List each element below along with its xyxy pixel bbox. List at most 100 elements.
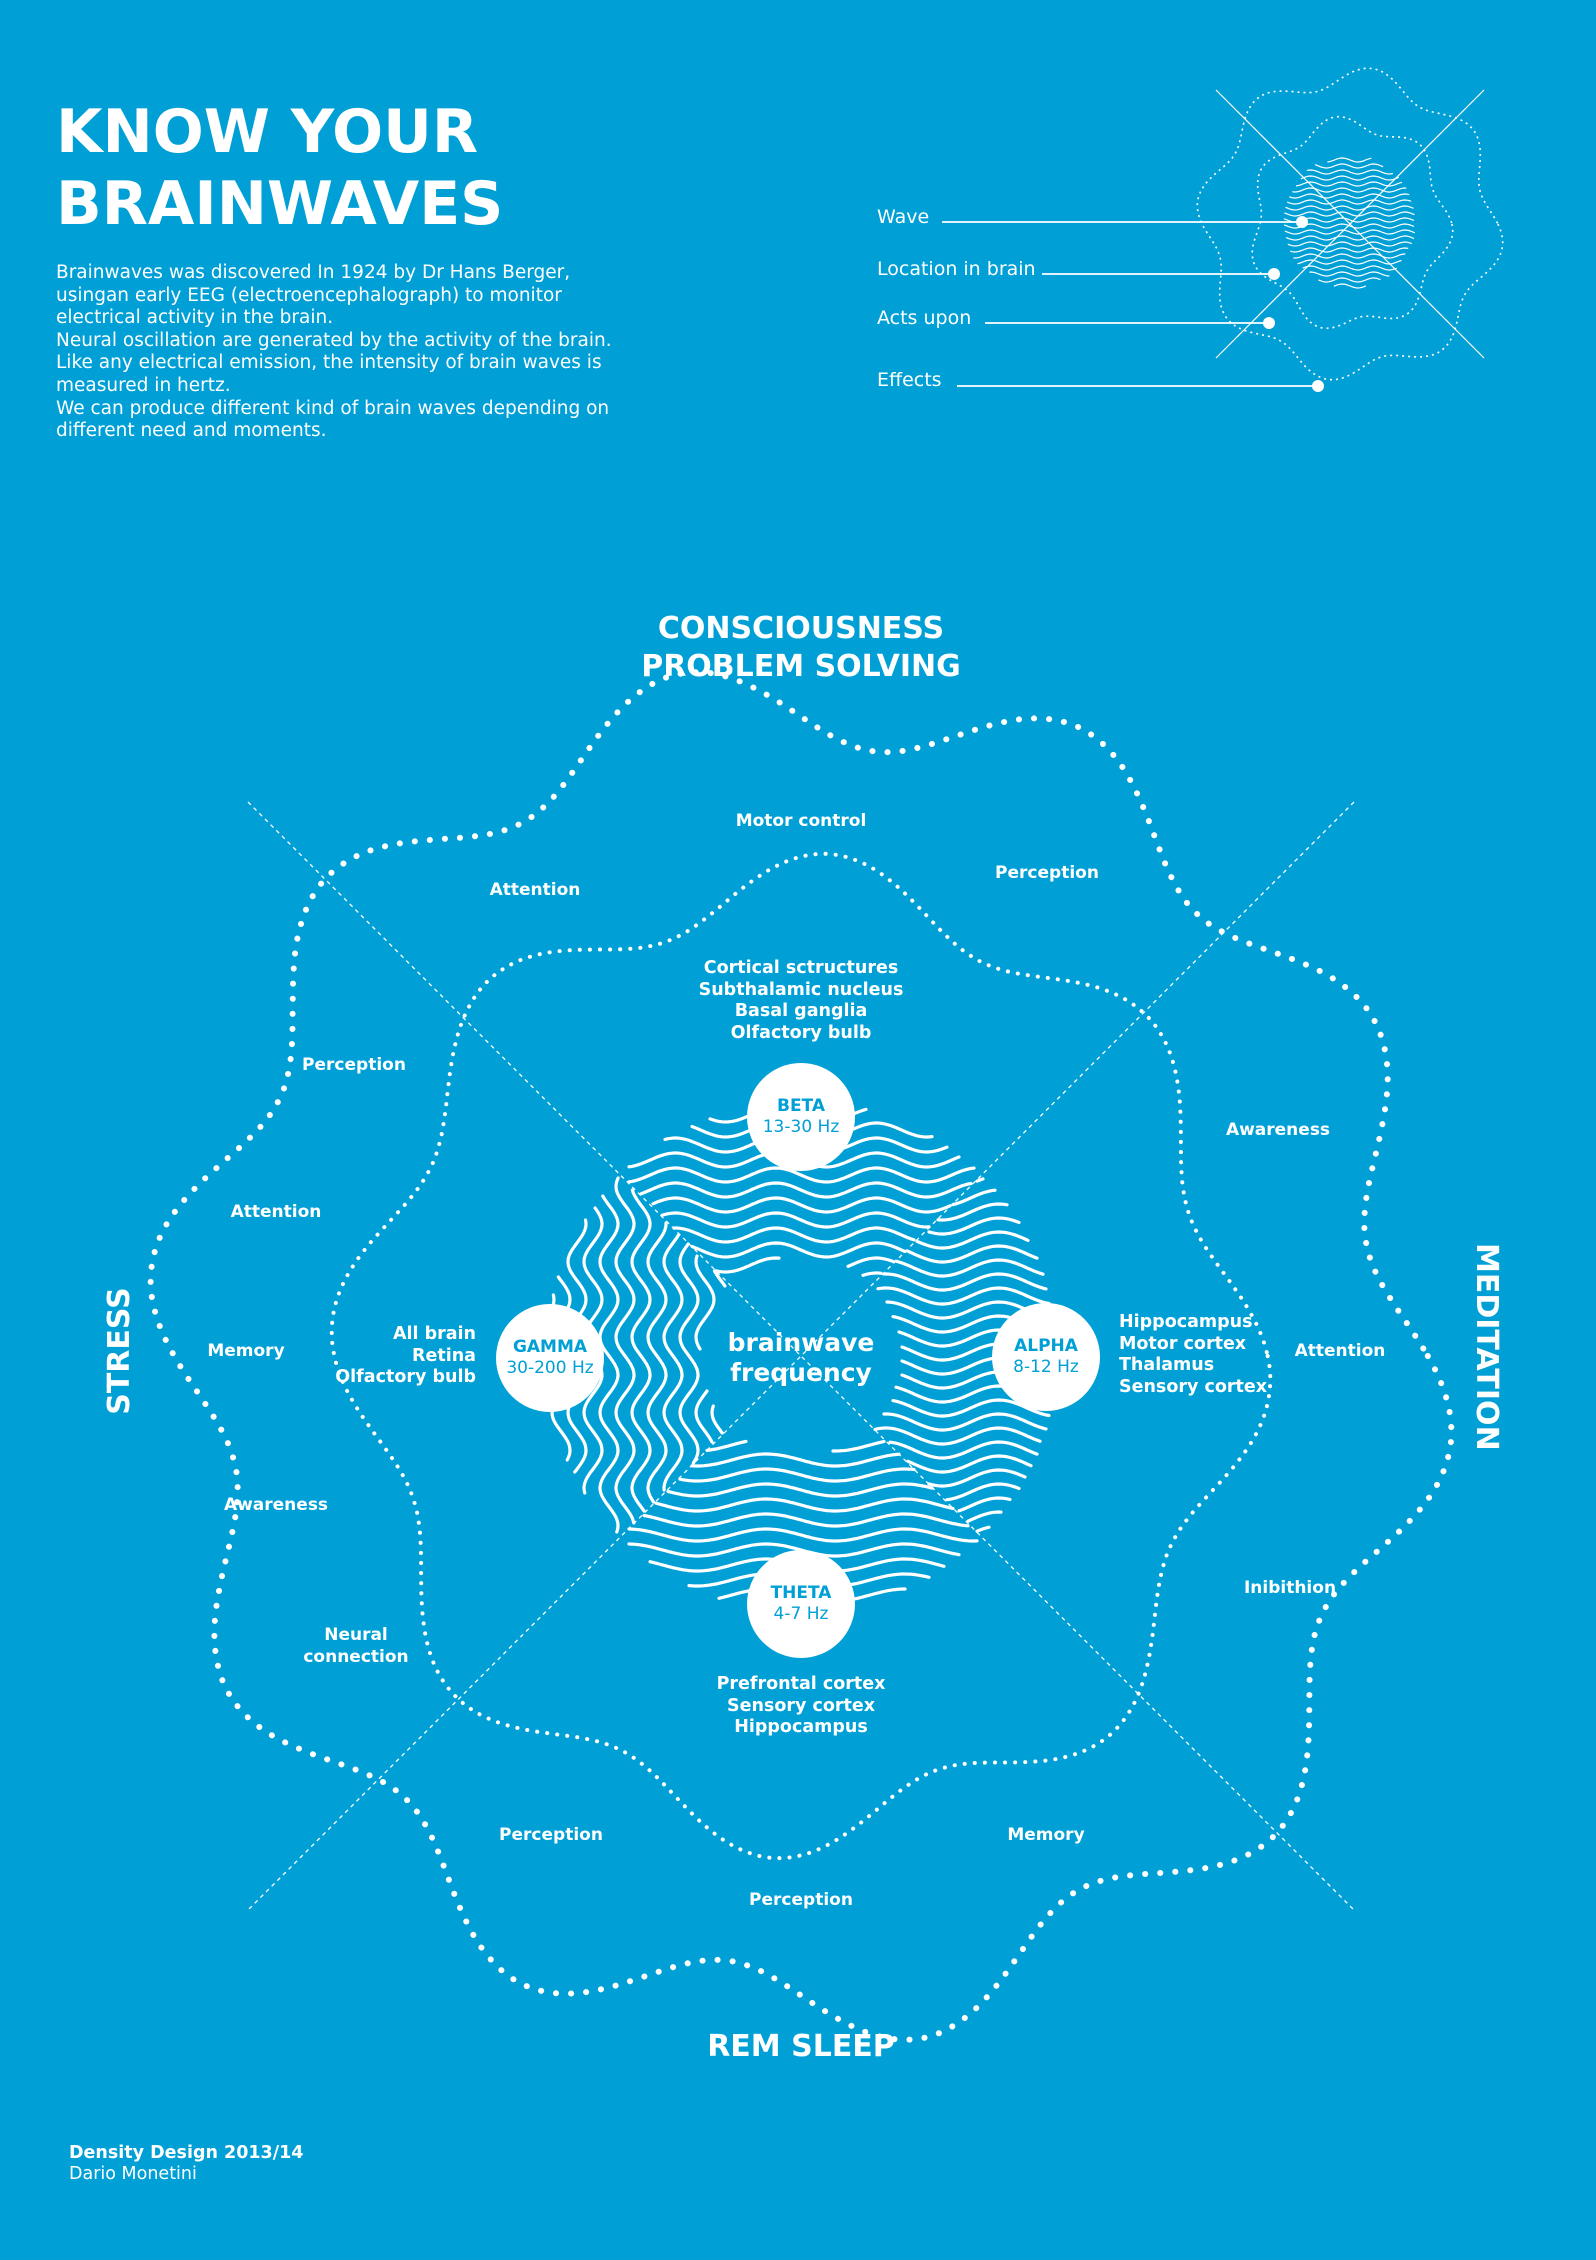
wave-line — [696, 1391, 712, 1442]
wave-frequency: 13-30 Hz — [763, 1117, 840, 1138]
legend-wave-line — [1285, 230, 1415, 234]
axis-label-top: CONSCIOUSNESS PROBLEM SOLVING — [500, 610, 1102, 686]
title-line-2: BRAINWAVES — [56, 168, 503, 240]
wave-line — [716, 1258, 779, 1272]
effect-label: Inibithion — [1190, 1577, 1390, 1599]
effect-label: Attention — [435, 879, 635, 901]
legend-wave-line — [1289, 194, 1409, 198]
legend-wave-line — [1293, 254, 1405, 258]
effect-label: Memory — [946, 1824, 1146, 1846]
axis-label-right: MEDITATION — [1467, 1243, 1505, 1443]
effect-label: Awareness — [176, 1494, 376, 1516]
wave-line — [863, 1273, 881, 1275]
location-list-alpha: Hippocampus Motor cortex Thalamus Sensor… — [1119, 1312, 1319, 1398]
wave-line — [641, 1183, 971, 1197]
wave-line — [632, 1190, 650, 1511]
location-item: Hippocampus — [1119, 1312, 1319, 1334]
wave-line — [884, 1414, 1046, 1430]
wave-badge-theta: THETA 4-7 Hz — [747, 1550, 855, 1658]
axis-label-left: STRESS — [101, 1251, 139, 1451]
legend-wave-line — [1301, 176, 1399, 180]
axis-label-bottom: REM SLEEP — [500, 2028, 1102, 2066]
wave-line — [875, 1428, 1040, 1444]
wave-line — [616, 1178, 634, 1523]
legend-wave-line — [1307, 170, 1393, 174]
intro-paragraph-2: Neural oscillation are generated by the … — [56, 330, 636, 398]
legend-wave-line — [1334, 284, 1366, 288]
wave-line — [977, 1179, 983, 1181]
center-label-line-2: frequency — [701, 1358, 901, 1388]
location-item: Sensory cortex — [651, 1696, 951, 1718]
wave-line — [712, 1406, 722, 1433]
location-item: Sensory cortex — [1119, 1377, 1319, 1399]
wave-badge-gamma: GAMMA 30-200 Hz — [496, 1304, 604, 1412]
wave-name: GAMMA — [513, 1337, 587, 1358]
wave-line — [668, 1484, 932, 1496]
credit-line-1: Density Design 2013/14 — [69, 2143, 303, 2164]
center-label-line-1: brainwave — [701, 1328, 901, 1358]
wave-line — [908, 1456, 1031, 1472]
effect-label: Perception — [254, 1054, 454, 1076]
credit: Density Design 2013/14 Dario Monetini — [69, 2143, 303, 2185]
location-item: Thalamus — [1119, 1355, 1319, 1377]
intro-text: Brainwaves was discovered In 1924 by Dr … — [56, 262, 636, 443]
legend-wave-line — [1303, 266, 1397, 270]
title-line-1: KNOW YOUR — [56, 96, 503, 168]
wave-frequency: 4-7 Hz — [774, 1604, 829, 1625]
wave-line — [848, 1258, 893, 1266]
legend-wave-line — [1309, 272, 1389, 276]
wave-line — [629, 1529, 977, 1541]
effect-label: Awareness — [1178, 1119, 1378, 1141]
wave-name: THETA — [771, 1583, 832, 1604]
effect-label: Attention — [176, 1201, 376, 1223]
wave-line — [653, 1198, 950, 1212]
location-item: All brain — [276, 1324, 476, 1346]
wave-line — [884, 1274, 1046, 1290]
wave-line — [947, 1484, 1019, 1500]
location-item: Basal ganglia — [651, 1001, 951, 1023]
wave-name: ALPHA — [1014, 1336, 1078, 1357]
location-item: Olfactory bulb — [651, 1023, 951, 1045]
wave-line — [977, 1527, 989, 1531]
legend-dot-effects — [1312, 380, 1324, 392]
legend-dot-acts — [1263, 317, 1275, 329]
location-item: Motor cortex — [1119, 1334, 1319, 1356]
credit-line-2: Dario Monetini — [69, 2164, 303, 2185]
location-item: Retina — [276, 1346, 476, 1368]
axis-top-line-2: PROBLEM SOLVING — [500, 648, 1102, 686]
legend-label-wave: Wave — [877, 206, 929, 228]
wave-line — [680, 1469, 914, 1481]
wave-line — [968, 1512, 1001, 1521]
axis-top-line-1: CONSCIOUSNESS — [500, 610, 1102, 648]
effect-line: Neural — [256, 1624, 456, 1646]
legend-wave-line — [1287, 200, 1411, 204]
intro-paragraph-1: Brainwaves was discovered In 1924 by Dr … — [56, 262, 636, 330]
location-item: Prefrontal cortex — [651, 1674, 951, 1696]
wave-line — [959, 1498, 1010, 1511]
legend-wave-line — [1285, 212, 1415, 216]
wave-line — [644, 1514, 968, 1526]
wave-line — [878, 1288, 1049, 1304]
intro-paragraph-3: We can produce different kind of brain w… — [56, 398, 636, 443]
wave-line — [692, 1243, 905, 1257]
wave-frequency: 8-12 Hz — [1013, 1357, 1079, 1378]
wave-line — [953, 1190, 995, 1204]
legend-wave-line — [1290, 248, 1408, 252]
wave-badge-beta: BETA 13-30 Hz — [747, 1063, 855, 1171]
wave-line — [833, 1442, 884, 1452]
wave-line — [908, 1246, 1037, 1262]
legend-wave-line — [1292, 188, 1406, 192]
wave-frequency: 30-200 Hz — [506, 1358, 593, 1379]
wave-line — [890, 1442, 1037, 1458]
legend-dot-location — [1268, 268, 1280, 280]
location-item: Cortical sctructures — [651, 958, 951, 980]
location-item: Hippocampus — [651, 1717, 951, 1739]
legend-label-location: Location in brain — [877, 258, 1036, 280]
page-title: KNOW YOUR BRAINWAVES — [56, 96, 503, 240]
location-item: Subthalamic nucleus — [651, 980, 951, 1002]
legend-dot-wave — [1296, 216, 1308, 228]
legend-wave-line — [1286, 206, 1414, 210]
wave-line — [896, 1260, 1043, 1276]
legend-wave-line — [1327, 158, 1371, 162]
effect-label: Perception — [700, 1889, 902, 1911]
